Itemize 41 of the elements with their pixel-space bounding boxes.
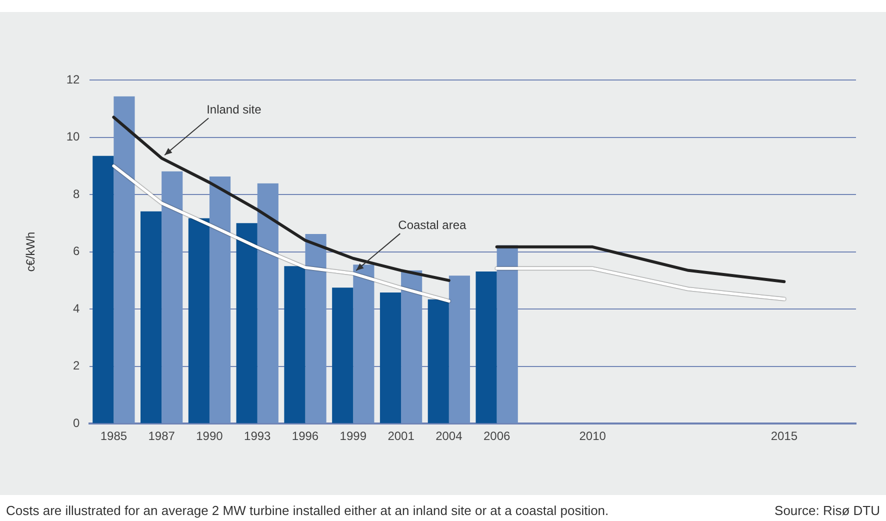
source-note: Source: Risø DTU [774, 503, 880, 518]
y-tick-label: 12 [66, 72, 80, 86]
y-tick-label: 2 [73, 358, 80, 373]
bar [284, 266, 306, 424]
y-tick-label: 8 [73, 186, 80, 201]
x-tick-label: 2004 [436, 429, 463, 444]
bar [305, 234, 326, 424]
bar [380, 292, 402, 424]
x-tick-label: 1996 [292, 429, 319, 444]
x-tick-label: 2015 [770, 429, 798, 444]
bar [448, 276, 470, 424]
x-tick-label: 2006 [483, 429, 510, 444]
bar [140, 211, 162, 424]
bar [332, 288, 354, 424]
x-tick-label: 1990 [196, 429, 224, 444]
x-tick-label: 2010 [579, 429, 606, 444]
x-tick-label: 1999 [340, 429, 367, 444]
bar [476, 272, 497, 424]
bar [209, 176, 231, 424]
text: Costs are illustrated for an average 2 MW turbine installed either at an inland site or at a coastal position. [6, 503, 609, 518]
bar [92, 156, 114, 424]
bar [353, 264, 374, 424]
bar [401, 270, 422, 424]
bar [114, 96, 135, 424]
bar [162, 171, 183, 424]
bar [496, 245, 518, 424]
bar [257, 183, 278, 424]
y-axis-title: c€/kWh [24, 232, 38, 272]
y-tick-label: 0 [73, 416, 80, 430]
annotation: Inland site [206, 102, 262, 116]
x-tick-label: 1985 [100, 429, 128, 444]
bar [236, 223, 258, 424]
bar [428, 299, 449, 424]
x-tick-label: 2001 [388, 429, 415, 444]
x-tick-label: 1993 [244, 429, 272, 444]
annotation: Coastal area [398, 218, 467, 232]
y-tick-label: 10 [66, 130, 80, 144]
y-tick-label: 6 [73, 244, 80, 258]
y-tick-label: 4 [73, 301, 80, 316]
x-tick-label: 1987 [148, 429, 176, 444]
bar [188, 218, 210, 424]
